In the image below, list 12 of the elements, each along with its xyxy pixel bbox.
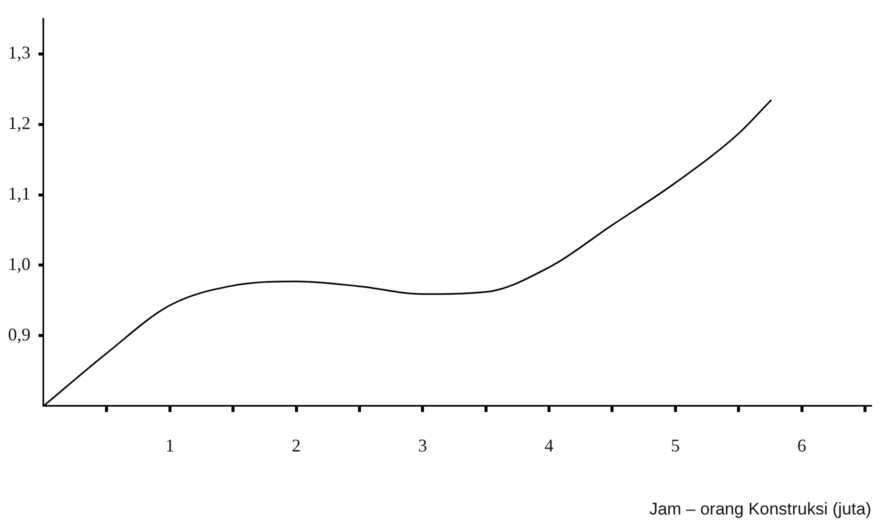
x-tick-label: 1 <box>165 436 174 456</box>
x-tick-label: 4 <box>544 436 554 456</box>
x-axis-title: Jam – orang Konstruksi (juta) <box>649 499 872 518</box>
y-tick-label: 1,3 <box>8 42 30 63</box>
y-tick-label: 1,0 <box>8 254 30 274</box>
y-tick-label: 0,9 <box>8 324 30 344</box>
y-tick-label: 1,1 <box>8 184 30 204</box>
y-tick-label: 1,2 <box>8 113 30 134</box>
x-tick-label: 2 <box>292 436 301 456</box>
x-tick-label: 3 <box>418 436 428 456</box>
x-tick-label: 5 <box>670 436 680 456</box>
x-tick-label: 6 <box>797 436 806 456</box>
